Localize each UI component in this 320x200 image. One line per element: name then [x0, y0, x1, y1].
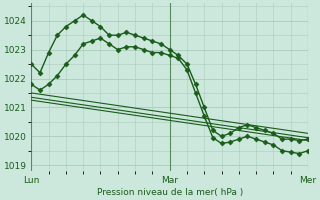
X-axis label: Pression niveau de la mer( hPa ): Pression niveau de la mer( hPa )	[97, 188, 243, 197]
